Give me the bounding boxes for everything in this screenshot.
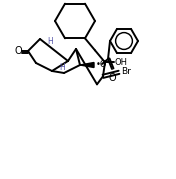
Polygon shape — [80, 62, 94, 67]
Text: •O: •O — [96, 59, 108, 69]
Text: H: H — [47, 37, 53, 45]
Text: Br: Br — [121, 67, 131, 76]
Text: O: O — [108, 73, 116, 83]
Text: OH: OH — [115, 58, 128, 67]
Text: O: O — [14, 46, 22, 56]
Text: H: H — [59, 62, 65, 71]
